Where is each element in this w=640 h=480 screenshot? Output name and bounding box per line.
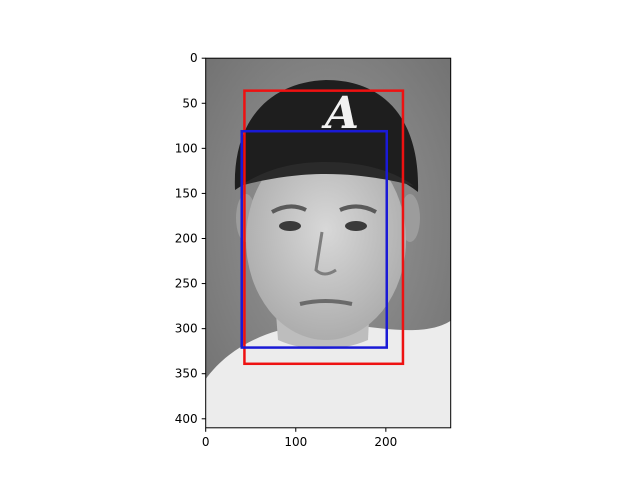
right-eyebrow	[339, 204, 377, 214]
y-tick-label: 400	[175, 412, 198, 426]
y-axis: 0 50 100 150 200 250 300 350 400	[175, 51, 206, 426]
red-bounding-box	[243, 89, 405, 366]
axes-frame	[205, 57, 452, 429]
y-tick-label: 50	[182, 96, 197, 110]
right-eye	[345, 221, 367, 231]
y-tick-label: 100	[175, 141, 198, 155]
left-eyebrow	[271, 204, 307, 214]
bounding-box-overlays	[240, 89, 405, 366]
y-tick-label: 300	[175, 322, 198, 336]
mouth	[299, 299, 353, 306]
y-tick-label: 150	[175, 186, 198, 200]
y-tick-label: 200	[175, 231, 198, 245]
x-axis: 0 100 200	[202, 427, 397, 449]
blue-bounding-box	[240, 129, 388, 349]
cap-brim	[240, 162, 414, 186]
portrait-photo: A	[205, 58, 451, 428]
x-tick-label: 100	[284, 435, 307, 449]
y-tick-label: 250	[175, 277, 198, 291]
left-eye	[279, 221, 301, 231]
x-tick-label: 0	[202, 435, 210, 449]
x-tick-label: 200	[374, 435, 397, 449]
y-tick-label: 0	[190, 51, 198, 65]
nose	[314, 231, 337, 276]
face	[246, 140, 406, 340]
baseball-cap	[234, 80, 419, 192]
y-tick-label: 350	[175, 367, 198, 381]
